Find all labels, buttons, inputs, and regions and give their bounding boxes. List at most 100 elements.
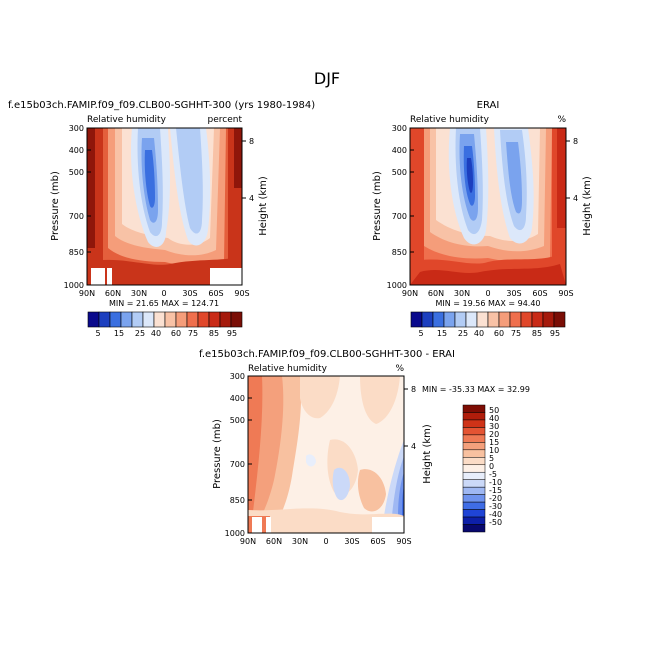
diff-cb-swatch-8: [462, 464, 486, 473]
diff-cb-swatch-16: [462, 524, 486, 533]
panel-model: f.e15b03ch.FAMIP.f09_f09.CLB00-SGHHT-300…: [8, 100, 315, 338]
obs-xtick-60N: 60N: [428, 289, 444, 298]
model-xtick-90N: 90N: [79, 289, 95, 298]
model-y2label: Height (km): [258, 176, 269, 236]
obs-cb-swatch-2: [432, 311, 445, 328]
model-cb-swatch-13: [230, 311, 243, 328]
diff-cb-label-m50: -50: [489, 518, 502, 527]
model-cb-swatch-2: [109, 311, 122, 328]
diff-cb-label-50: 50: [489, 406, 499, 415]
model-ytick-1000: 1000: [64, 281, 84, 290]
diff-cb-swatch-7: [462, 457, 486, 466]
obs-xtick-30S: 30S: [506, 289, 521, 298]
diff-cb-label-0: 0: [489, 462, 494, 471]
obs-cb-swatch-3: [443, 311, 456, 328]
diff-xtick-60N: 60N: [266, 537, 282, 546]
obs-cb-swatch-11: [531, 311, 544, 328]
obs-field: [410, 128, 566, 285]
model-right-label: percent: [208, 115, 243, 125]
diff-ytick-400: 400: [230, 394, 245, 403]
model-cb-swatch-10: [197, 311, 210, 328]
diff-cb-swatch-5: [462, 442, 486, 451]
diff-x-ticks: 90N 60N 30N 0 30S 60S 90S: [240, 537, 412, 546]
obs-cb-swatch-5: [465, 311, 478, 328]
obs-y2tick-8: 8: [573, 137, 578, 146]
obs-colorbar: 5 15 25 40 60 75 85 95: [410, 311, 566, 338]
obs-cb-swatch-6: [476, 311, 489, 328]
obs-cb-swatch-12: [542, 311, 555, 328]
model-colorbar: 5 15 25 40 60 75 85 95: [87, 311, 243, 338]
diff-y-ticks: 300 400 500 700 850 1000: [225, 372, 252, 538]
diff-ytick-500: 500: [230, 416, 245, 425]
obs-cb-swatch-13: [553, 311, 566, 328]
obs-xtick-90N: 90N: [402, 289, 418, 298]
model-xtick-30S: 30S: [182, 289, 197, 298]
obs-cb-label-85: 85: [532, 329, 542, 338]
model-cb-label-85: 85: [209, 329, 219, 338]
diff-stats: MIN = -35.33 MAX = 32.99: [422, 385, 530, 394]
model-ytick-700: 700: [69, 212, 84, 221]
diff-cb-label-m10: -10: [489, 478, 502, 487]
model-cb-swatch-3: [120, 311, 133, 328]
model-xtick-60N: 60N: [105, 289, 121, 298]
obs-ytick-850: 850: [392, 248, 407, 257]
model-title: f.e15b03ch.FAMIP.f09_f09.CLB00-SGHHT-300…: [8, 100, 315, 111]
model-xtick-90S: 90S: [234, 289, 249, 298]
obs-ytick-400: 400: [392, 146, 407, 155]
diff-cb-label-m15: -15: [489, 486, 502, 495]
diff-y2label: Height (km): [422, 424, 433, 484]
model-cb-label-25: 25: [135, 329, 145, 338]
obs-y2tick-4: 4: [573, 194, 578, 203]
model-ytick-500: 500: [69, 168, 84, 177]
obs-ytick-500: 500: [392, 168, 407, 177]
obs-cb-swatch-10: [520, 311, 533, 328]
model-left-label: Relative humidity: [87, 115, 167, 125]
model-cb-swatch-12: [219, 311, 232, 328]
model-cb-label-5: 5: [95, 329, 100, 338]
diff-cb-label-40: 40: [489, 414, 499, 423]
obs-xtick-0: 0: [485, 289, 490, 298]
model-x-ticks: 90N 60N 30N 0 30S 60S 90S: [79, 289, 250, 298]
model-cb-swatch-7: [164, 311, 177, 328]
obs-ylabel: Pressure (mb): [372, 171, 383, 241]
diff-cb-label-m5: -5: [489, 470, 497, 479]
model-y2-ticks: 8 4: [242, 137, 254, 203]
obs-cb-label-40: 40: [474, 329, 484, 338]
obs-y2-ticks: 8 4: [566, 137, 578, 203]
obs-ytick-300: 300: [392, 124, 407, 133]
diff-cb-label-5: 5: [489, 454, 494, 463]
diff-cb-swatch-9: [462, 471, 486, 480]
obs-cb-swatch-9: [509, 311, 522, 328]
model-cb-swatch-4: [131, 311, 144, 328]
diff-y2-ticks: 8 4: [404, 385, 416, 451]
obs-xtick-30N: 30N: [454, 289, 470, 298]
diff-cb-label-30: 30: [489, 422, 499, 431]
obs-ytick-1000: 1000: [387, 281, 407, 290]
diff-xtick-0: 0: [323, 537, 328, 546]
diff-ytick-850: 850: [230, 496, 245, 505]
model-cb-label-40: 40: [151, 329, 161, 338]
diff-ytick-1000: 1000: [225, 529, 245, 538]
diff-cb-label-m30: -30: [489, 502, 502, 511]
model-stats: MIN = 21.65 MAX = 124.71: [109, 299, 219, 308]
obs-x-ticks: 90N 60N 30N 0 30S 60S 90S: [402, 289, 574, 298]
model-cb-label-60: 60: [171, 329, 181, 338]
model-y2tick-4: 4: [249, 194, 254, 203]
obs-title: ERAI: [477, 100, 500, 111]
diff-cb-swatch-10: [462, 479, 486, 488]
model-cb-swatch-5: [142, 311, 155, 328]
diff-xtick-90S: 90S: [396, 537, 411, 546]
obs-cb-label-25: 25: [458, 329, 468, 338]
obs-left-label: Relative humidity: [410, 115, 490, 125]
diff-xtick-90N: 90N: [240, 537, 256, 546]
diff-xtick-30N: 30N: [292, 537, 308, 546]
model-y2tick-8: 8: [249, 137, 254, 146]
diff-cb-swatch-4: [462, 434, 486, 443]
obs-cb-label-15: 15: [437, 329, 447, 338]
diff-xtick-60S: 60S: [370, 537, 385, 546]
diff-cb-swatch-12: [462, 494, 486, 503]
model-y-ticks: 300 400 500 700 850 1000: [64, 124, 91, 290]
model-cb-swatch-9: [186, 311, 199, 328]
diff-xtick-30S: 30S: [344, 537, 359, 546]
obs-axes: 300 400 500 700 850 1000 8 4 90N 60N 30N…: [372, 124, 593, 308]
